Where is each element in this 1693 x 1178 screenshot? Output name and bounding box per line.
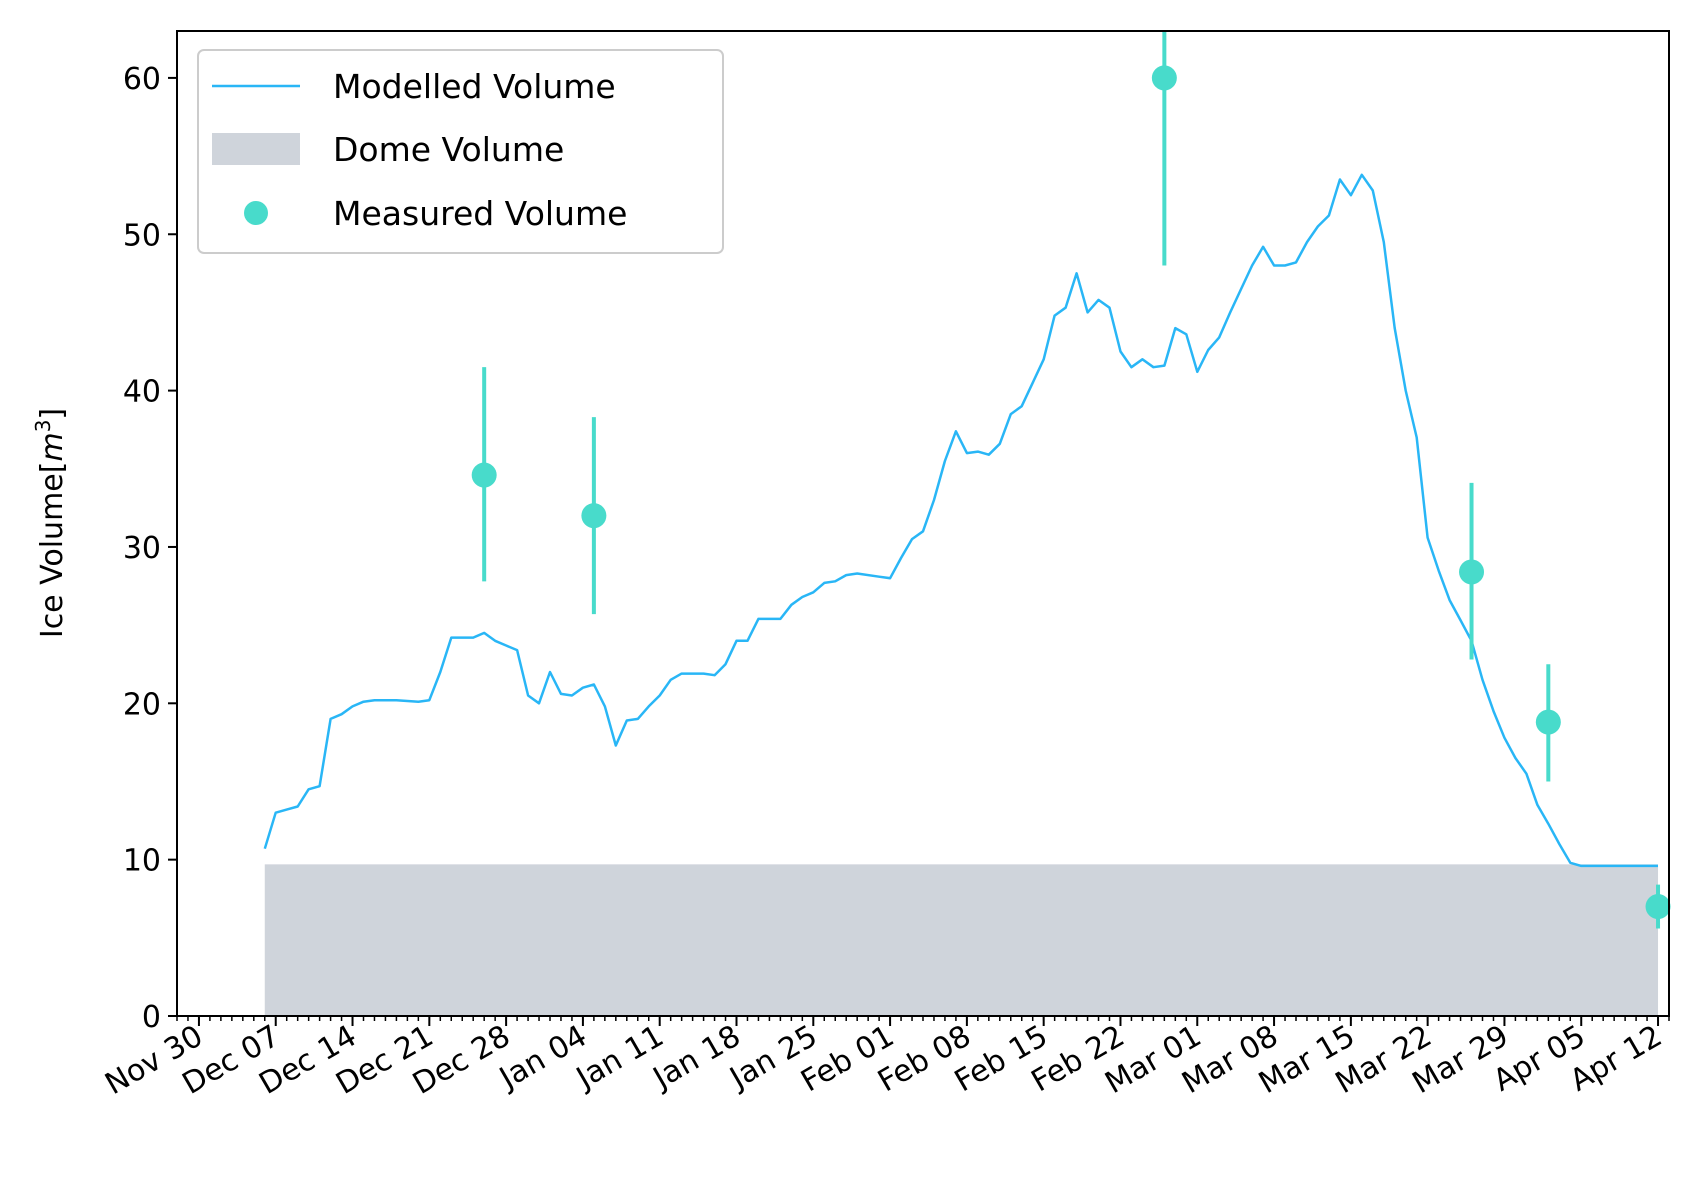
y-axis-label-unit: m [35,432,70,461]
legend: Modelled Volume Dome Volume Measured Vol… [197,49,724,254]
dome-volume-area [264,864,1659,1016]
measured-point-2 [1151,65,1177,91]
modelled-volume-layer [263,173,1658,868]
y-tick-label-40: 40 [123,375,161,410]
y-tick-label-30: 30 [123,531,161,566]
measured-point-5 [1645,894,1671,920]
y-tick-label-0: 0 [142,1000,161,1035]
modelled-volume-line [263,173,1658,868]
legend-measured-label: Measured Volume [333,194,627,233]
legend-box [197,49,724,254]
measured-point-3 [1459,559,1485,585]
measured-point-1 [581,503,607,529]
y-axis-label-main: Ice Volume[ [35,462,70,639]
measured-volume-layer [471,31,1671,929]
y-axis: 0 10 20 30 40 50 60 [123,62,177,1035]
y-tick-label-50: 50 [123,218,161,253]
measured-point-4 [1535,709,1561,735]
y-axis-label-exponent: 3 [31,420,55,433]
legend-measured-swatch [244,201,268,225]
legend-modelled-label: Modelled Volume [333,67,616,106]
y-tick-label-20: 20 [123,687,161,722]
legend-dome-swatch [212,133,300,165]
dome-volume-layer [264,864,1659,1016]
legend-dome-label: Dome Volume [333,130,564,169]
y-axis-label: Ice Volume[m3] [31,408,70,638]
y-axis-label-close: ] [35,408,70,420]
y-tick-label-60: 60 [123,62,161,97]
y-tick-label-10: 10 [123,844,161,879]
measured-point-0 [471,462,497,488]
